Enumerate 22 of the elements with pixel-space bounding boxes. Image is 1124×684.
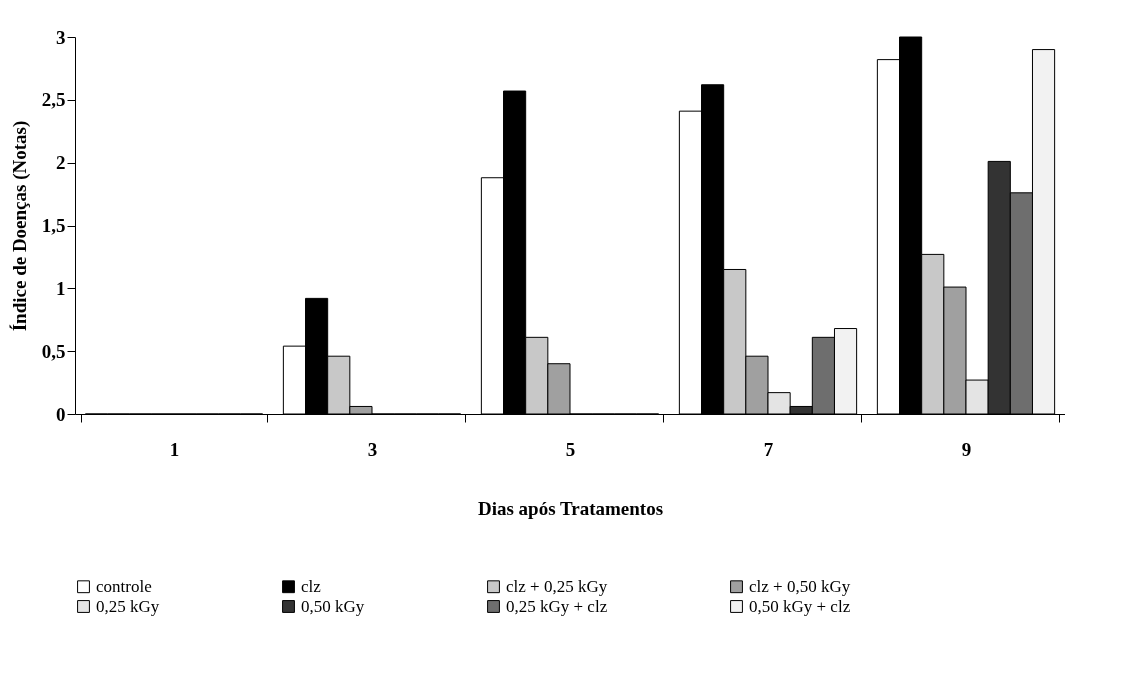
legend-label: 0,25 kGy + clz [506, 596, 608, 616]
x-tick-label: 3 [367, 438, 378, 460]
legend-label: clz + 0,25 kGy [506, 576, 608, 596]
y-tick-label: 2,5 [41, 89, 66, 111]
x-axis-title: Dias após Tratamentos [477, 497, 664, 519]
x-tick-label: 5 [565, 438, 576, 460]
y-tick-label: 3 [56, 26, 66, 48]
y-tick-label: 0 [56, 403, 66, 425]
legend-label: clz + 0,50 kGy [749, 576, 851, 596]
y-tick-label: 1,5 [41, 215, 66, 236]
legend-label: controle [96, 576, 152, 596]
legend-label: 0,50 kGy [301, 596, 365, 616]
x-tick-label: 7 [763, 438, 774, 460]
x-tick-label: 9 [961, 438, 972, 460]
legend-label: clz [301, 576, 322, 596]
y-tick-label: 0,5 [41, 340, 66, 362]
legend-label: 0,50 kGy + clz [749, 596, 851, 616]
y-tick-label: 1 [56, 277, 66, 299]
y-axis-title: Índice de Doenças (Notas) [8, 120, 31, 332]
legend-label: 0,25 kGy [96, 596, 160, 616]
y-tick-label: 2 [56, 152, 66, 174]
x-tick-label: 1 [169, 438, 180, 460]
